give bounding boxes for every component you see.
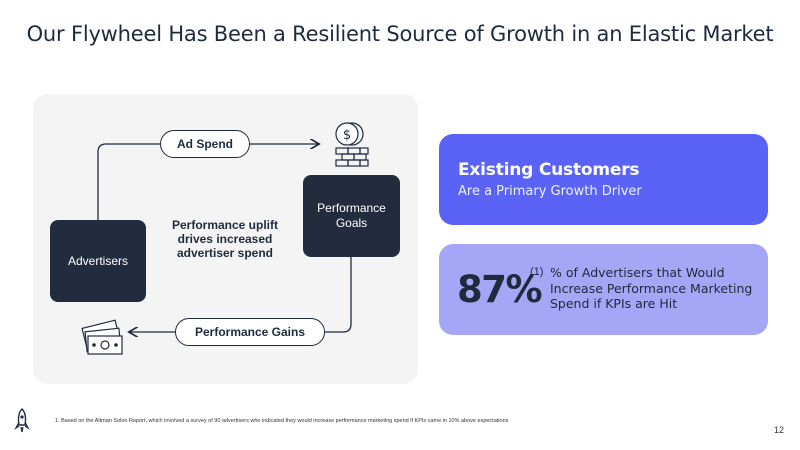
stat-footnote-marker: (1)	[530, 266, 544, 278]
stat-description: % of Advertisers that Would Increase Per…	[550, 265, 753, 311]
performance-gains-pill: Performance Gains	[175, 318, 325, 346]
performance-goals-box: Performance Goals	[303, 175, 400, 257]
existing-customers-subheading: Are a Primary Growth Driver	[458, 184, 642, 199]
slide-title: Our Flywheel Has Been a Resilient Source…	[26, 22, 774, 46]
dollar-coins-icon: $	[335, 122, 369, 167]
rocket-logo-icon	[14, 408, 30, 433]
advertisers-box: Advertisers	[50, 220, 146, 302]
performance-goals-label: Performance Goals	[317, 201, 386, 230]
advertiser-stat-card: 87% (1) % of Advertisers that Would Incr…	[439, 244, 768, 335]
existing-customers-heading: Existing Customers	[458, 160, 640, 180]
existing-customers-card: Existing Customers Are a Primary Growth …	[439, 134, 768, 225]
stat-value: 87%	[457, 268, 543, 311]
cash-bills-icon	[81, 319, 123, 355]
svg-text:$: $	[343, 128, 351, 143]
ad-spend-pill: Ad Spend	[160, 130, 250, 158]
page-number: 12	[773, 425, 784, 435]
flywheel-center-text: Performance uplift drives increased adve…	[171, 218, 279, 260]
footnote: 1. Based on the Altman Solon Report, whi…	[55, 418, 509, 424]
